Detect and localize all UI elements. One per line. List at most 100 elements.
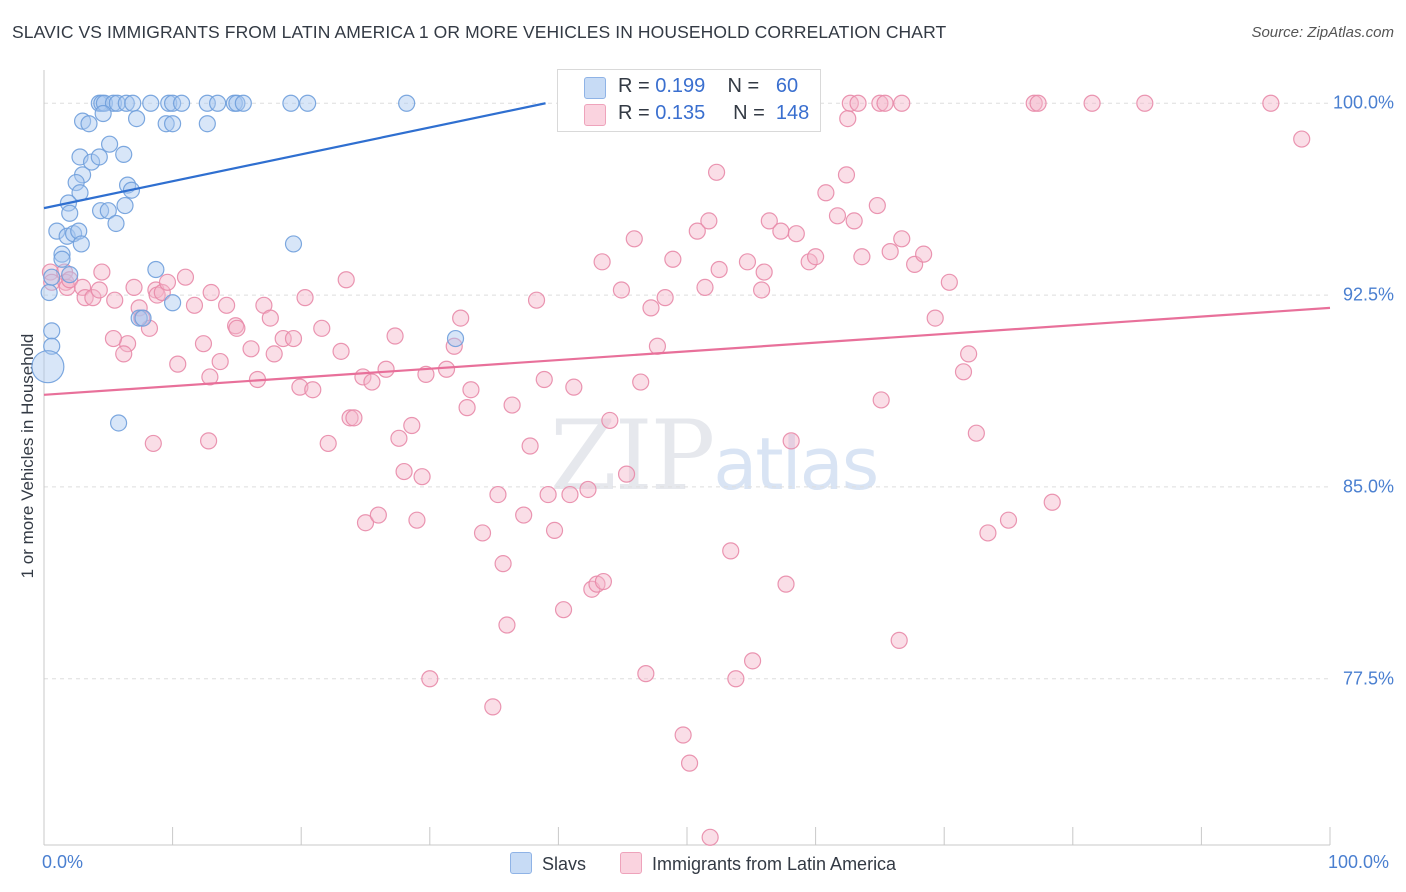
latin-point bbox=[104, 329, 123, 348]
n-label: N = bbox=[727, 75, 760, 97]
latin-point bbox=[926, 309, 944, 327]
slavs-point bbox=[100, 135, 119, 153]
latin-point bbox=[462, 381, 480, 399]
slavs-point bbox=[53, 250, 71, 268]
latin-point bbox=[153, 283, 171, 302]
latin-point bbox=[90, 281, 108, 299]
slavs-point bbox=[70, 222, 88, 240]
latin-point bbox=[527, 291, 546, 309]
latin-point bbox=[579, 480, 597, 499]
latin-point bbox=[61, 271, 79, 289]
latin-point bbox=[1025, 94, 1043, 112]
slavs-point bbox=[157, 115, 175, 133]
latin-point bbox=[115, 345, 133, 363]
slavs-point bbox=[134, 309, 152, 327]
latin-point bbox=[839, 109, 857, 128]
slavs-point bbox=[164, 115, 182, 133]
slavs-point bbox=[228, 94, 246, 112]
chart-source: Source: ZipAtlas.com bbox=[1251, 24, 1394, 41]
latin-point bbox=[674, 726, 692, 744]
slavs-point bbox=[198, 115, 216, 133]
latin-point bbox=[202, 283, 220, 302]
slavs-point bbox=[61, 266, 79, 284]
legend-swatch-latin bbox=[620, 852, 642, 874]
stats-legend: R = 0.199 N = 60 R = 0.135 N = 148 bbox=[557, 69, 821, 132]
y-tick-label: 85.0% bbox=[1342, 476, 1394, 497]
slavs-point bbox=[398, 94, 416, 112]
latin-point bbox=[194, 335, 213, 353]
latin-point bbox=[752, 281, 771, 299]
latin-point bbox=[601, 411, 619, 430]
latin-point bbox=[200, 432, 218, 450]
latin-point bbox=[1083, 94, 1101, 112]
latin-point bbox=[395, 462, 413, 481]
latin-point bbox=[853, 248, 871, 266]
n-label: N = bbox=[733, 102, 765, 124]
slavs-point bbox=[53, 245, 71, 263]
latin-point bbox=[954, 363, 973, 381]
latin-point bbox=[890, 631, 908, 649]
latin-point bbox=[93, 263, 111, 281]
latin-point bbox=[176, 268, 195, 286]
y-tick-label: 77.5% bbox=[1342, 668, 1394, 689]
latin-point bbox=[782, 432, 800, 450]
latin-point bbox=[554, 601, 573, 619]
slavs-point bbox=[124, 94, 142, 112]
latin-point bbox=[313, 319, 331, 337]
latin-point bbox=[539, 485, 557, 504]
slavs-point bbox=[104, 94, 123, 112]
latin-point bbox=[130, 299, 148, 317]
n-value-slavs: 60 bbox=[775, 75, 799, 97]
latin-point bbox=[871, 94, 889, 112]
slavs-point bbox=[43, 268, 61, 286]
latin-point bbox=[845, 212, 863, 230]
latin-point bbox=[849, 94, 867, 112]
slavs-point bbox=[117, 94, 135, 112]
slavs-point bbox=[80, 115, 98, 133]
slavs-point bbox=[142, 94, 160, 112]
latin-point bbox=[625, 230, 643, 248]
latin-point bbox=[332, 342, 350, 360]
slavs-point bbox=[107, 214, 125, 233]
latin-point bbox=[999, 511, 1018, 529]
latin-point bbox=[386, 327, 404, 345]
latin-point bbox=[755, 263, 773, 281]
latin-point bbox=[437, 360, 456, 378]
latin-point bbox=[413, 468, 431, 486]
latin-point bbox=[632, 373, 650, 391]
slavs-point bbox=[299, 94, 317, 112]
slavs-point bbox=[130, 309, 148, 327]
latin-point bbox=[535, 370, 553, 389]
n-value-latin: 148 bbox=[775, 102, 810, 124]
slavs-point bbox=[67, 173, 85, 192]
latin-point bbox=[211, 352, 229, 371]
latin-point bbox=[337, 271, 355, 289]
latin-point bbox=[881, 243, 899, 261]
latin-point bbox=[760, 212, 778, 230]
slavs-point bbox=[127, 109, 146, 128]
latin-point bbox=[656, 289, 674, 307]
latin-point bbox=[484, 698, 502, 716]
legend-item-latin: Immigrants from Latin America bbox=[620, 852, 896, 875]
slavs-point bbox=[164, 294, 182, 312]
latin-point bbox=[261, 309, 279, 327]
latin-point bbox=[876, 94, 894, 112]
slavs-point bbox=[160, 94, 178, 112]
latin-point bbox=[369, 506, 387, 524]
latin-point bbox=[738, 253, 757, 271]
latin-point bbox=[345, 409, 363, 427]
latin-point bbox=[356, 514, 375, 532]
latin-point bbox=[1136, 94, 1154, 112]
latin-point bbox=[787, 225, 805, 243]
latin-point bbox=[169, 355, 187, 373]
slavs-point bbox=[282, 94, 300, 112]
latin-point bbox=[772, 222, 790, 240]
r-value-slavs: 0.199 bbox=[655, 75, 706, 97]
slavs-point bbox=[94, 104, 112, 123]
x-tick-max: 100.0% bbox=[1328, 852, 1390, 872]
legend-label-latin: Immigrants from Latin America bbox=[652, 854, 897, 874]
latin-point bbox=[452, 309, 470, 327]
y-tick-label: 92.5% bbox=[1342, 284, 1394, 305]
latin-point bbox=[408, 511, 426, 529]
